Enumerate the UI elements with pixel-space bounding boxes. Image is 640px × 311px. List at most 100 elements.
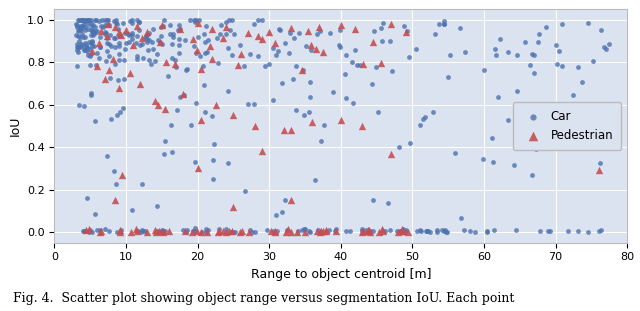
Car <box>114 34 124 39</box>
Pedestrian <box>196 117 206 122</box>
Car <box>140 228 150 233</box>
Car <box>596 28 606 33</box>
Pedestrian <box>221 229 231 234</box>
Car <box>292 229 303 234</box>
Car <box>324 228 334 233</box>
Car <box>102 49 112 54</box>
Car <box>152 203 163 208</box>
Car <box>604 42 614 47</box>
Car <box>79 48 90 53</box>
Pedestrian <box>228 204 239 209</box>
Car <box>95 228 106 233</box>
Car <box>191 18 202 23</box>
Pedestrian <box>316 229 326 234</box>
Pedestrian <box>115 229 125 234</box>
Car <box>303 109 314 114</box>
Pedestrian <box>150 98 160 103</box>
Car <box>82 48 92 53</box>
Car <box>189 229 200 234</box>
Car <box>291 108 301 113</box>
Car <box>383 200 393 205</box>
Car <box>102 17 113 22</box>
Pedestrian <box>156 39 166 44</box>
Car <box>330 226 340 231</box>
Car <box>174 50 184 55</box>
Car <box>147 27 157 32</box>
Car <box>459 228 469 233</box>
Car <box>115 110 125 115</box>
Car <box>432 228 442 233</box>
Pedestrian <box>315 229 325 234</box>
Car <box>191 50 202 55</box>
Car <box>102 23 113 28</box>
Pedestrian <box>386 21 396 26</box>
Pedestrian <box>114 85 124 90</box>
Car <box>76 27 86 32</box>
Pedestrian <box>336 22 346 27</box>
Car <box>411 46 421 51</box>
Car <box>299 227 309 232</box>
Car <box>373 109 383 114</box>
Car <box>111 17 122 22</box>
Pedestrian <box>250 123 260 128</box>
Car <box>185 17 195 22</box>
Pedestrian <box>321 229 332 234</box>
Car <box>346 229 356 234</box>
Car <box>75 26 85 31</box>
Pedestrian <box>141 230 152 234</box>
Car <box>371 64 381 69</box>
Car <box>95 35 105 39</box>
Car <box>268 229 278 234</box>
Car <box>111 21 122 26</box>
Car <box>439 22 449 27</box>
Car <box>253 17 263 22</box>
Car <box>74 17 84 22</box>
Car <box>100 31 110 36</box>
Car <box>229 32 239 37</box>
Car <box>434 21 444 26</box>
Car <box>199 83 209 88</box>
Car <box>492 94 502 99</box>
Car <box>284 50 294 55</box>
Car <box>328 90 338 95</box>
Car <box>316 139 326 144</box>
Car <box>110 61 120 66</box>
Car <box>543 229 553 234</box>
Pedestrian <box>403 229 413 234</box>
Text: Fig. 4.  Scatter plot showing object range versus segmentation IoU. Each point: Fig. 4. Scatter plot showing object rang… <box>13 292 514 305</box>
Car <box>104 22 114 27</box>
Car <box>262 227 272 232</box>
Pedestrian <box>303 28 314 33</box>
Car <box>141 39 152 44</box>
Car <box>240 188 250 193</box>
Car <box>86 91 96 95</box>
Car <box>123 31 133 36</box>
Pedestrian <box>314 24 324 29</box>
Car <box>168 32 179 37</box>
Car <box>127 17 138 22</box>
Car <box>83 229 93 234</box>
Pedestrian <box>318 49 328 54</box>
Car <box>137 181 147 186</box>
Pedestrian <box>244 229 254 234</box>
Car <box>243 101 253 106</box>
Car <box>385 228 396 233</box>
Car <box>92 228 102 233</box>
Pedestrian <box>317 228 328 233</box>
Pedestrian <box>180 228 191 233</box>
Car <box>76 44 86 49</box>
Car <box>335 27 345 32</box>
Car <box>402 28 412 33</box>
Car <box>99 227 109 232</box>
Pedestrian <box>175 27 185 32</box>
Car <box>156 227 166 232</box>
Car <box>460 49 470 54</box>
Car <box>133 229 143 234</box>
Pedestrian <box>87 48 97 53</box>
Car <box>90 25 100 30</box>
Pedestrian <box>126 229 136 234</box>
Car <box>76 23 86 28</box>
Car <box>450 151 460 156</box>
Car <box>223 160 234 165</box>
Car <box>136 229 146 234</box>
